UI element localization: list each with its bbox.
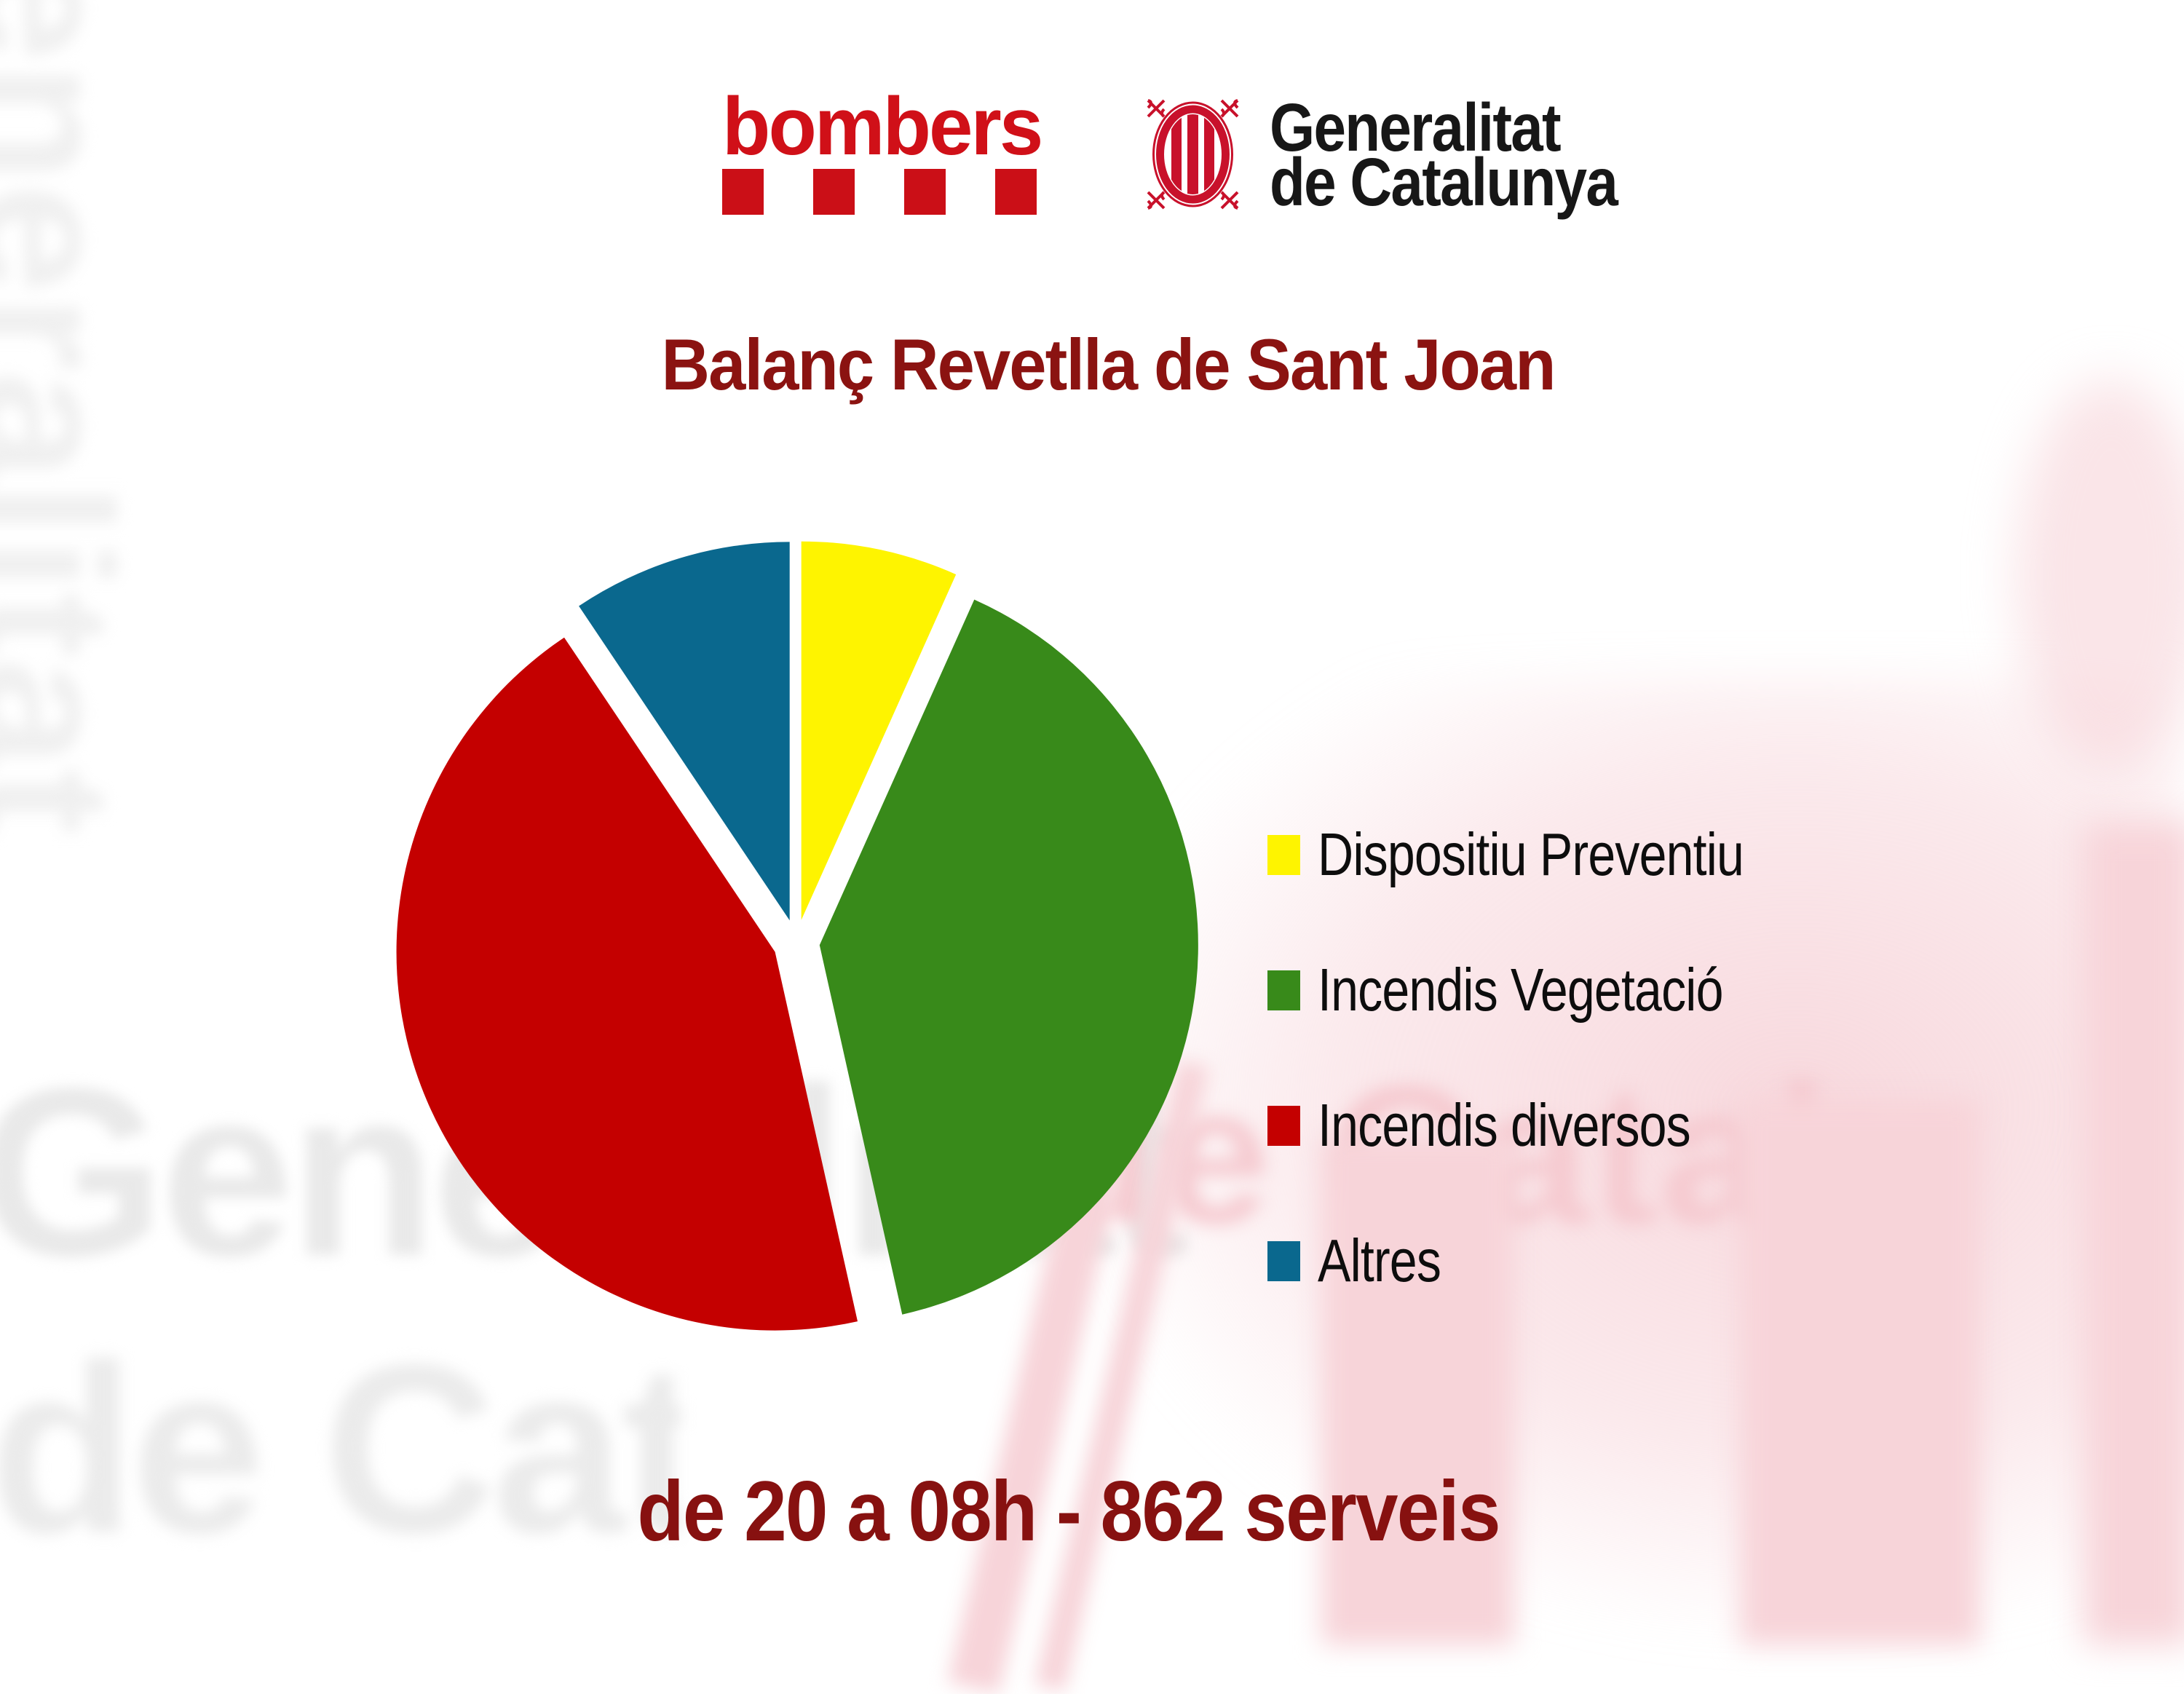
pie-chart xyxy=(396,541,1198,1331)
caption-text: de 20 a 08h - 862 serveis xyxy=(637,1463,1500,1559)
generalitat-wordmark-line2: de Catalunya xyxy=(1270,144,1618,221)
legend-swatch xyxy=(1267,1105,1300,1146)
chart-legend: Dispositiu Preventiu Incendis Vegetació In… xyxy=(1267,820,1837,1376)
page-title: Balanç Revetlla de Sant Joan xyxy=(661,324,1556,405)
bombers-square xyxy=(995,169,1037,215)
legend-label: Dispositiu Preventiu xyxy=(1318,820,1744,888)
slide: bombers xyxy=(396,81,1837,1559)
bombers-squares xyxy=(722,169,1037,215)
bombers-logo: bombers xyxy=(722,81,1043,215)
pie-slice-altres xyxy=(579,542,790,921)
bombers-wordmark: bombers xyxy=(722,81,1043,172)
generalitat-wordmark: Generalitat de Catalunya xyxy=(1270,90,1618,221)
legend-item: Incendis diversos xyxy=(1267,1091,1837,1159)
bombers-square xyxy=(813,169,855,215)
legend-item: Incendis Vegetació xyxy=(1267,956,1837,1024)
legend-item: Altres xyxy=(1267,1227,1837,1294)
generalitat-logo: Generalitat de Catalunya xyxy=(1145,90,1674,221)
legend-label: Altres xyxy=(1318,1227,1441,1294)
legend-label: Incendis Vegetació xyxy=(1318,956,1723,1024)
legend-swatch xyxy=(1267,970,1300,1010)
legend-item: Dispositiu Preventiu xyxy=(1267,820,1837,888)
generalitat-emblem-icon xyxy=(1147,99,1239,210)
pie-slice-incendis-diversos xyxy=(396,637,858,1331)
emblem-corner-ornaments xyxy=(1147,99,1239,210)
generalitat-wordmark-line1: Generalitat xyxy=(1270,90,1562,165)
legend-swatch xyxy=(1267,834,1300,875)
pie-slice-dispositiu-preventiu xyxy=(801,541,957,920)
legend-swatch xyxy=(1267,1240,1300,1281)
bombers-square xyxy=(904,169,946,215)
emblem-stripes xyxy=(1171,114,1214,194)
bombers-square xyxy=(722,169,764,215)
legend-label: Incendis diversos xyxy=(1318,1091,1691,1159)
